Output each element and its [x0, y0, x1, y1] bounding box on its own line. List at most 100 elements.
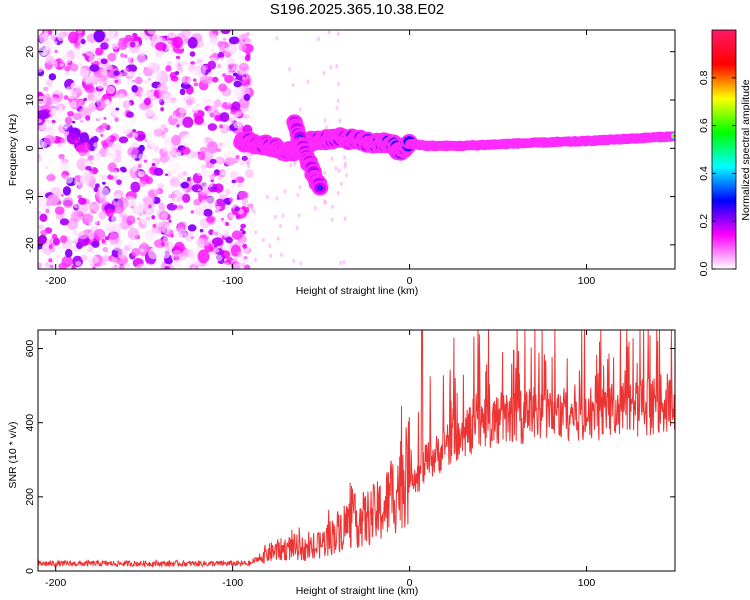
noise-blob [185, 237, 192, 243]
noise-blob [185, 98, 193, 106]
noise-blob [211, 263, 218, 269]
noise-blob [253, 257, 257, 262]
noise-blob [151, 162, 156, 167]
noise-blob [247, 163, 251, 169]
noise-blob [233, 258, 239, 263]
noise-blob [162, 93, 173, 104]
noise-blob [217, 40, 224, 48]
noise-blob [160, 89, 164, 94]
noise-blob [191, 266, 196, 269]
noise-blob [39, 33, 52, 45]
noise-blob [64, 174, 74, 184]
noise-blob [84, 76, 93, 84]
noise-blob [114, 193, 122, 200]
noise-blob [175, 55, 181, 60]
noise-blob [190, 61, 196, 65]
noise-blob [113, 245, 121, 252]
noise-blob [217, 63, 222, 69]
noise-blob [279, 252, 283, 257]
noise-blob [94, 183, 100, 188]
noise-blob [86, 255, 99, 265]
noise-blob [236, 251, 243, 258]
noise-blob [175, 152, 182, 159]
noise-blob [98, 187, 110, 199]
noise-blob [218, 83, 228, 92]
noise-blob [144, 138, 148, 143]
noise-blob [197, 249, 210, 264]
noise-blob [95, 126, 105, 133]
noise-blob [327, 30, 331, 35]
noise-blob [227, 69, 234, 75]
noise-blob [153, 188, 160, 195]
noise-blob [241, 197, 252, 205]
noise-blob [142, 241, 147, 247]
noise-blob [120, 53, 125, 58]
noise-blob [75, 260, 82, 267]
noise-blob [146, 110, 155, 117]
noise-blob [88, 202, 100, 212]
noise-blob [168, 219, 172, 223]
noise-blob [243, 93, 251, 102]
noise-blob [173, 259, 182, 267]
snr-ytick-label-1: 200 [24, 488, 36, 506]
noise-blob [230, 109, 237, 115]
noise-blob [172, 200, 178, 206]
noise-blob [70, 83, 77, 89]
noise-blob [222, 37, 227, 41]
noise-blob [40, 229, 48, 236]
colorbar-tick-label-4: 0.8 [698, 70, 710, 85]
noise-blob [235, 176, 245, 184]
noise-blob [45, 126, 56, 137]
noise-blob [80, 254, 88, 261]
noise-blob [178, 107, 188, 114]
noise-blob [93, 249, 101, 256]
noise-blob [153, 128, 165, 137]
spec-ytick-label-2: 0 [24, 145, 36, 151]
noise-blob [261, 237, 265, 243]
noise-blob [288, 67, 292, 72]
noise-blob [127, 70, 136, 77]
noise-blob [127, 227, 140, 240]
noise-blob [131, 85, 138, 93]
noise-blob [45, 46, 50, 51]
colorbar-bar [711, 29, 737, 270]
noise-blob [278, 223, 282, 229]
noise-blob [343, 216, 347, 221]
noise-blob [79, 119, 84, 123]
noise-blob [83, 170, 95, 183]
noise-blob [118, 59, 127, 68]
noise-blob [59, 62, 64, 67]
noise-blob [207, 60, 217, 70]
snr-ylabel: SNR (10 * v/v) [7, 421, 19, 488]
snr-ticks: -200 -100 0 100 0 200 400 600 [24, 330, 675, 589]
noise-blob [134, 114, 138, 119]
noise-blob [194, 122, 205, 131]
noise-blob [171, 134, 181, 146]
noise-blob [38, 95, 47, 107]
noise-blob [239, 228, 244, 232]
spectrogram-image [38, 30, 675, 269]
noise-blob [59, 218, 70, 226]
noise-blob [203, 122, 208, 127]
noise-blob [169, 265, 175, 269]
noise-blob [248, 38, 252, 44]
noise-blob [298, 107, 302, 112]
noise-blob [144, 80, 149, 84]
noise-blob [170, 75, 179, 82]
noise-blob [248, 157, 252, 162]
noise-blob [45, 208, 50, 214]
noise-blob [182, 248, 194, 259]
noise-blob [48, 73, 57, 81]
noise-blob [176, 124, 180, 128]
noise-blob [151, 215, 156, 220]
noise-blob [211, 186, 217, 191]
noise-blob [162, 113, 168, 118]
noise-blob [38, 139, 45, 149]
noise-blob [200, 167, 208, 177]
noise-blob [129, 61, 134, 65]
noise-blob [93, 142, 99, 148]
noise-blob [137, 134, 146, 140]
noise-blob [343, 155, 347, 160]
snr-panel: -200 -100 0 100 0 200 400 600 Height of straigh… [7, 329, 676, 597]
noise-blob [219, 57, 224, 62]
